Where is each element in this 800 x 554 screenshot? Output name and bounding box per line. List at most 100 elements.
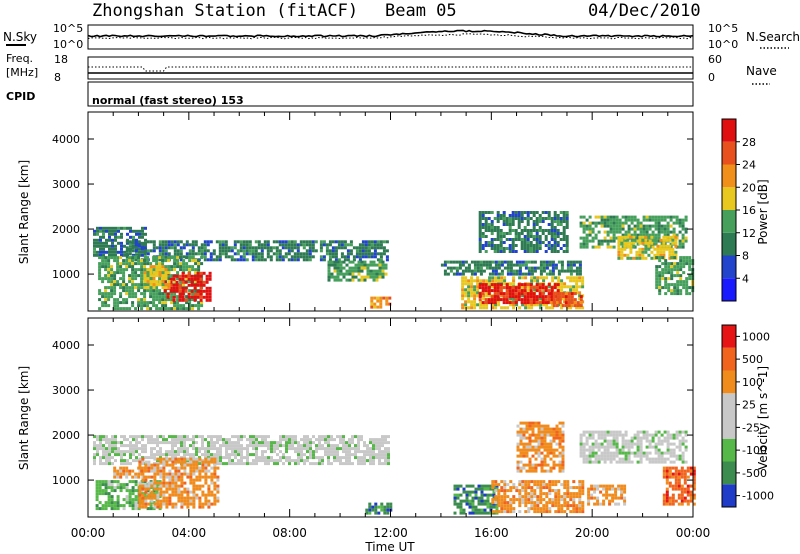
data-cell <box>208 274 212 278</box>
data-cell <box>548 489 552 493</box>
data-cell <box>481 283 485 287</box>
data-cell <box>152 286 156 290</box>
data-cell <box>137 472 141 476</box>
data-cell <box>147 456 150 460</box>
data-cell <box>536 276 540 280</box>
data-cell <box>104 301 108 305</box>
data-cell <box>508 247 512 250</box>
data-cell <box>131 289 135 293</box>
data-cell <box>282 456 285 460</box>
data-cell <box>161 307 165 311</box>
data-cell <box>606 242 610 246</box>
data-cell <box>582 451 586 455</box>
data-cell <box>147 438 150 442</box>
data-cell <box>360 438 363 442</box>
data-cell <box>585 448 589 452</box>
data-cell <box>561 295 565 299</box>
data-cell <box>459 505 463 509</box>
data-cell <box>519 433 523 437</box>
data-cell <box>545 492 549 496</box>
data-cell <box>245 258 249 262</box>
data-cell <box>147 481 151 485</box>
data-cell <box>653 256 657 260</box>
data-cell <box>171 502 175 506</box>
data-cell <box>545 303 549 307</box>
data-cell <box>547 223 551 226</box>
data-cell <box>195 496 199 500</box>
freq-right-tick-top: 60 <box>708 53 722 66</box>
data-cell <box>114 435 117 439</box>
data-cell <box>525 445 529 449</box>
data-cell <box>105 250 108 254</box>
data-cell <box>672 215 676 219</box>
data-cell <box>539 276 543 280</box>
data-cell <box>384 447 387 451</box>
data-cell <box>529 247 533 250</box>
data-cell <box>524 306 528 310</box>
data-cell <box>131 498 135 502</box>
data-cell <box>537 463 541 467</box>
data-cell <box>248 246 252 250</box>
data-cell <box>638 253 642 257</box>
data-cell <box>641 235 645 239</box>
data-cell <box>183 450 186 454</box>
data-cell <box>138 505 142 509</box>
data-cell <box>192 466 196 470</box>
data-cell <box>134 480 138 484</box>
data-cell <box>364 255 368 259</box>
data-cell <box>176 256 180 260</box>
data-cell <box>618 224 622 228</box>
data-cell <box>474 490 478 494</box>
data-cell <box>578 260 582 264</box>
data-cell <box>159 472 163 476</box>
data-cell <box>322 243 326 247</box>
data-cell <box>588 454 592 458</box>
data-cell <box>213 453 216 457</box>
data-cell <box>282 462 285 466</box>
data-cell <box>538 238 542 241</box>
data-cell <box>349 249 353 253</box>
data-cell <box>502 241 506 244</box>
data-cell <box>553 220 557 223</box>
data-cell <box>216 450 219 454</box>
data-cell <box>216 453 219 457</box>
data-cell <box>299 243 303 247</box>
data-cell <box>509 303 513 307</box>
data-cell <box>554 501 558 505</box>
data-cell <box>557 269 561 273</box>
data-cell <box>538 247 542 250</box>
data-cell <box>108 244 111 248</box>
data-cell <box>104 268 108 272</box>
data-cell <box>505 238 509 241</box>
data-cell <box>159 457 163 461</box>
data-cell <box>551 269 555 273</box>
data-cell <box>201 466 205 470</box>
data-cell <box>261 438 264 442</box>
data-cell <box>168 475 172 479</box>
data-cell <box>658 289 662 293</box>
data-cell <box>257 240 261 244</box>
data-cell <box>309 438 312 442</box>
data-cell <box>331 255 335 259</box>
data-cell <box>173 262 177 266</box>
data-cell <box>179 246 183 250</box>
data-cell <box>591 442 595 446</box>
data-cell <box>485 260 489 264</box>
data-cell <box>234 453 237 457</box>
data-cell <box>134 258 138 262</box>
data-cell <box>582 454 586 458</box>
data-cell <box>679 277 683 281</box>
data-cell <box>664 259 668 263</box>
data-cell <box>383 508 387 512</box>
data-cell <box>481 235 485 238</box>
data-cell <box>548 492 552 496</box>
data-cell <box>346 258 350 262</box>
data-cell <box>111 450 114 454</box>
data-cell <box>549 442 553 446</box>
data-cell <box>534 448 538 452</box>
data-cell <box>131 301 135 305</box>
data-cell <box>230 258 234 262</box>
data-cell <box>125 498 129 502</box>
data-cell <box>125 495 129 499</box>
data-cell <box>531 421 535 425</box>
